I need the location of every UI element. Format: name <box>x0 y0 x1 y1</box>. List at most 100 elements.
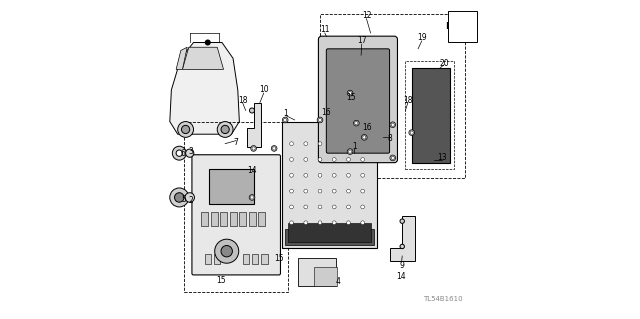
FancyBboxPatch shape <box>192 155 280 275</box>
Bar <box>220 212 227 226</box>
FancyBboxPatch shape <box>282 122 377 248</box>
Circle shape <box>304 142 308 145</box>
Circle shape <box>290 174 293 177</box>
Text: 12: 12 <box>362 11 371 20</box>
Text: 4: 4 <box>335 277 340 286</box>
Circle shape <box>250 108 255 113</box>
Bar <box>289 223 371 242</box>
Text: 8: 8 <box>387 134 392 144</box>
Circle shape <box>214 239 239 263</box>
Bar <box>230 212 237 226</box>
Circle shape <box>390 155 396 161</box>
Circle shape <box>353 120 359 126</box>
Circle shape <box>185 193 195 202</box>
Circle shape <box>362 135 367 140</box>
FancyBboxPatch shape <box>326 49 390 153</box>
Bar <box>243 254 249 264</box>
Bar <box>314 267 337 286</box>
Circle shape <box>332 189 336 193</box>
Text: 5: 5 <box>182 195 186 204</box>
Bar <box>412 68 450 163</box>
Circle shape <box>400 244 404 249</box>
Circle shape <box>332 205 336 209</box>
Circle shape <box>400 219 404 223</box>
Circle shape <box>217 122 233 137</box>
Circle shape <box>304 205 308 209</box>
Circle shape <box>271 145 277 151</box>
Text: 1: 1 <box>283 109 287 118</box>
Circle shape <box>348 92 351 95</box>
Text: 14: 14 <box>247 166 257 175</box>
Polygon shape <box>390 216 415 261</box>
Text: 11: 11 <box>320 25 330 34</box>
Polygon shape <box>182 47 223 69</box>
Circle shape <box>250 196 253 199</box>
Circle shape <box>347 158 350 161</box>
Bar <box>405 62 454 169</box>
Circle shape <box>186 149 194 157</box>
Circle shape <box>361 205 365 209</box>
Circle shape <box>318 142 322 145</box>
Circle shape <box>318 174 322 177</box>
Text: 10: 10 <box>259 85 269 94</box>
Bar <box>320 14 465 178</box>
Circle shape <box>273 147 276 150</box>
Circle shape <box>347 142 350 145</box>
Bar <box>211 212 218 226</box>
Text: 15: 15 <box>346 93 356 102</box>
Circle shape <box>178 122 193 137</box>
Text: 7: 7 <box>234 137 239 147</box>
Polygon shape <box>170 42 239 134</box>
Polygon shape <box>247 103 262 147</box>
Text: 19: 19 <box>417 33 427 42</box>
Circle shape <box>304 158 308 161</box>
Circle shape <box>251 145 257 151</box>
Circle shape <box>284 118 287 122</box>
Circle shape <box>172 146 186 160</box>
Circle shape <box>170 188 189 207</box>
Circle shape <box>318 189 322 193</box>
Circle shape <box>361 174 365 177</box>
Circle shape <box>304 189 308 193</box>
Text: 6: 6 <box>180 149 186 158</box>
Text: 13: 13 <box>438 153 447 162</box>
Circle shape <box>390 122 396 128</box>
Circle shape <box>221 125 229 134</box>
Bar <box>205 254 211 264</box>
Circle shape <box>347 221 350 225</box>
Circle shape <box>363 136 366 139</box>
Bar <box>214 254 220 264</box>
Text: 3: 3 <box>189 147 193 156</box>
Bar <box>239 212 246 226</box>
Bar <box>262 254 268 264</box>
Polygon shape <box>176 47 187 69</box>
Text: 16: 16 <box>363 123 372 132</box>
Circle shape <box>304 174 308 177</box>
Text: 18: 18 <box>238 97 247 106</box>
Circle shape <box>290 189 293 193</box>
Text: 1: 1 <box>352 142 356 151</box>
Text: 15: 15 <box>216 276 225 285</box>
Circle shape <box>317 117 323 123</box>
Circle shape <box>290 205 293 209</box>
Circle shape <box>347 205 350 209</box>
Circle shape <box>249 195 255 200</box>
Circle shape <box>252 147 255 150</box>
Text: 15: 15 <box>274 254 284 263</box>
Circle shape <box>347 90 353 96</box>
Circle shape <box>290 158 293 161</box>
Circle shape <box>347 189 350 193</box>
Bar <box>259 212 266 226</box>
Text: 2: 2 <box>189 196 193 205</box>
Circle shape <box>318 158 322 161</box>
Circle shape <box>410 131 413 134</box>
Text: 17: 17 <box>357 36 367 45</box>
Circle shape <box>290 142 293 145</box>
FancyBboxPatch shape <box>319 36 397 163</box>
Text: 16: 16 <box>321 108 331 116</box>
Circle shape <box>361 221 365 225</box>
Circle shape <box>182 125 189 134</box>
Circle shape <box>332 158 336 161</box>
Text: 20: 20 <box>440 59 449 68</box>
Circle shape <box>332 142 336 145</box>
